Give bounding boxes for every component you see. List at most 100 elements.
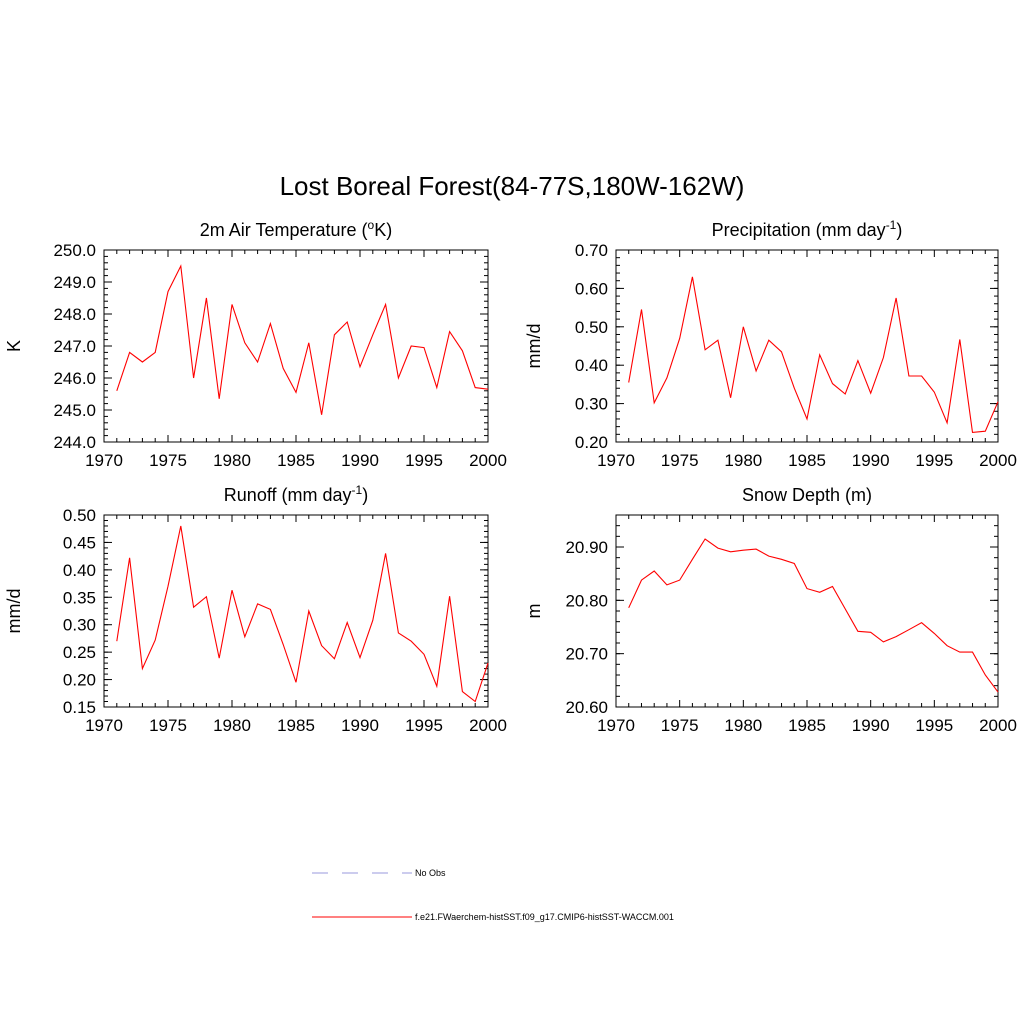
y-tick-label: 0.35 — [63, 588, 96, 607]
plot-frame — [103, 249, 489, 443]
data-point — [244, 342, 245, 343]
x-tick-label: 1970 — [85, 451, 123, 470]
data-point — [231, 304, 232, 305]
data-point — [270, 323, 271, 324]
legend-label: f.e21.FWaerchem-histSST.f09_g17.CMIP6-hi… — [415, 912, 674, 922]
y-tick-label: 0.50 — [575, 318, 608, 337]
y-tick-label: 20.70 — [565, 645, 608, 664]
data-point — [692, 276, 693, 277]
data-point — [167, 586, 168, 587]
data-point — [359, 657, 360, 658]
data-point — [641, 309, 642, 310]
data-point — [997, 691, 998, 692]
data-point — [857, 631, 858, 632]
y-tick-label: 248.0 — [53, 305, 96, 324]
y-tick-label: 0.40 — [63, 561, 96, 580]
y-tick-label: 20.80 — [565, 591, 608, 610]
data-point — [180, 265, 181, 266]
panel-3: Snow Depth (m) 1970 1975 1980 1985 1990 1995 20… — [524, 485, 1017, 735]
x-tick-label: 1995 — [405, 716, 443, 735]
panel-title: Snow Depth (m) — [742, 485, 872, 505]
data-point — [679, 338, 680, 339]
panel-title-text: Snow Depth (m) — [742, 485, 872, 505]
data-point — [436, 686, 437, 687]
legend: No Obs f.e21.FWaerchem-histSST.f09_g17.CM… — [312, 868, 674, 922]
x-tick-label: 1980 — [724, 716, 762, 735]
x-tick-label: 1995 — [405, 451, 443, 470]
data-point — [985, 674, 986, 675]
data-point — [870, 393, 871, 394]
data-point — [921, 622, 922, 623]
data-point — [946, 645, 947, 646]
y-tick-label: 247.0 — [53, 337, 96, 356]
x-tick-label: 1995 — [915, 716, 953, 735]
x-tick-label: 1985 — [788, 451, 826, 470]
data-point — [347, 321, 348, 322]
data-point — [129, 352, 130, 353]
data-point — [972, 432, 973, 433]
data-point — [819, 354, 820, 355]
data-point — [997, 401, 998, 402]
data-point — [755, 370, 756, 371]
y-tick-label: 249.0 — [53, 273, 96, 292]
data-point — [730, 551, 731, 552]
x-tick-label: 1975 — [661, 716, 699, 735]
data-point — [359, 366, 360, 367]
panel-2: Runoff (mm day-1) 1970 1975 1980 1985 1990 199… — [4, 483, 507, 735]
data-point — [743, 550, 744, 551]
data-point — [857, 360, 858, 361]
panel-title-text: Runoff (mm day — [224, 485, 352, 505]
data-point — [116, 641, 117, 642]
data-point — [116, 390, 117, 391]
data-point — [959, 651, 960, 652]
x-tick-label: 1980 — [213, 716, 251, 735]
panel-1: Precipitation (mm day-1) 1970 1975 1980 1985… — [524, 218, 1017, 470]
data-point — [908, 629, 909, 630]
data-point — [334, 334, 335, 335]
y-tick-label: 0.25 — [63, 643, 96, 662]
data-point — [768, 340, 769, 341]
legend-label: No Obs — [415, 868, 446, 878]
data-point — [921, 375, 922, 376]
panel-title: Precipitation (mm day-1) — [712, 218, 903, 240]
data-point — [487, 389, 488, 390]
data-point — [411, 641, 412, 642]
data-point — [832, 586, 833, 587]
data-point — [308, 342, 309, 343]
y-tick-label: 0.30 — [575, 395, 608, 414]
y-tick-label: 245.0 — [53, 401, 96, 420]
data-point — [654, 402, 655, 403]
x-tick-label: 1975 — [661, 451, 699, 470]
data-point — [385, 553, 386, 554]
data-point — [372, 334, 373, 335]
data-point — [819, 592, 820, 593]
data-point — [436, 387, 437, 388]
data-point — [155, 352, 156, 353]
data-point — [934, 391, 935, 392]
data-point — [155, 639, 156, 640]
data-point — [934, 633, 935, 634]
data-point — [845, 393, 846, 394]
panel-title: 2m Air Temperature (oK) — [200, 218, 392, 240]
y-tick-label: 244.0 — [53, 433, 96, 452]
data-point — [475, 701, 476, 702]
data-point — [231, 590, 232, 591]
x-tick-label: 1995 — [915, 451, 953, 470]
data-point — [193, 607, 194, 608]
series-line — [116, 264, 489, 415]
data-point — [666, 584, 667, 585]
data-point — [321, 414, 322, 415]
x-tick-label: 1970 — [597, 716, 635, 735]
x-tick-label: 1985 — [277, 451, 315, 470]
x-tick-label: 1970 — [85, 716, 123, 735]
data-point — [743, 326, 744, 327]
data-point — [411, 345, 412, 346]
data-point — [219, 398, 220, 399]
data-point — [449, 331, 450, 332]
data-point — [679, 579, 680, 580]
data-point — [398, 377, 399, 378]
data-point — [794, 563, 795, 564]
y-tick-label: 246.0 — [53, 369, 96, 388]
